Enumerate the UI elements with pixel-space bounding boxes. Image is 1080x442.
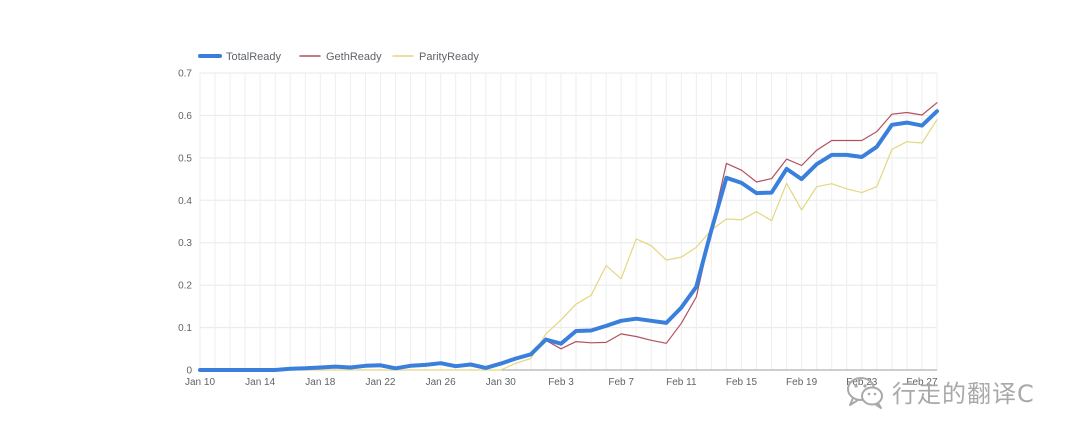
series-line-parityready (199, 119, 938, 371)
series-lines (198, 102, 939, 372)
x-tick-label: Jan 26 (426, 377, 456, 388)
y-tick-label: 0.6 (178, 111, 192, 122)
x-tick-label: Jan 30 (486, 377, 516, 388)
y-tick-label: 0.1 (178, 323, 192, 334)
y-tick-label: 0.2 (178, 281, 192, 292)
legend-label: ParityReady (419, 51, 479, 63)
legend-label: TotalReady (226, 51, 282, 63)
x-tick-label: Jan 10 (185, 377, 215, 388)
wechat-logo-icon (847, 377, 883, 409)
watermark-text: 行走的翻译C (892, 380, 1035, 408)
x-tick-label: Feb 11 (666, 377, 697, 388)
x-tick-label: Feb 7 (608, 377, 634, 388)
x-tick-label: Feb 15 (726, 377, 758, 388)
chart-legend: TotalReady GethReady ParityReady (198, 51, 479, 63)
series-line-gethready (199, 102, 938, 371)
x-tick-label: Jan 18 (305, 377, 335, 388)
axes: 0 0.1 0.2 0.3 0.4 0.5 0.6 0.7 Jan 10 Jan 14 Jan 18… (178, 69, 938, 389)
grid-lines (199, 72, 938, 371)
x-tick-label: Feb 27 (906, 377, 938, 388)
chart-card: 0 0.1 0.2 0.3 0.4 0.5 0.6 0.7 Jan 10 Jan 14 Jan 18… (140, 22, 960, 410)
y-tick-label: 0.5 (178, 153, 192, 164)
y-tick-label: 0.7 (178, 69, 192, 80)
x-tick-label: Jan 22 (365, 377, 395, 388)
x-tick-label: Feb 19 (786, 377, 818, 388)
series-line-totalready (198, 109, 939, 372)
y-tick-label: 0.4 (178, 196, 192, 207)
y-tick-label: 0 (186, 366, 192, 377)
y-tick-label: 0.3 (178, 238, 192, 249)
watermark: 行走的翻译C (840, 372, 1070, 412)
x-tick-label: Feb 23 (846, 377, 878, 388)
line-chart: 0 0.1 0.2 0.3 0.4 0.5 0.6 0.7 Jan 10 Jan 14 Jan 18… (178, 51, 939, 389)
x-tick-label: Jan 14 (245, 377, 275, 388)
legend-label: GethReady (326, 51, 382, 63)
x-tick-label: Feb 3 (548, 377, 574, 388)
